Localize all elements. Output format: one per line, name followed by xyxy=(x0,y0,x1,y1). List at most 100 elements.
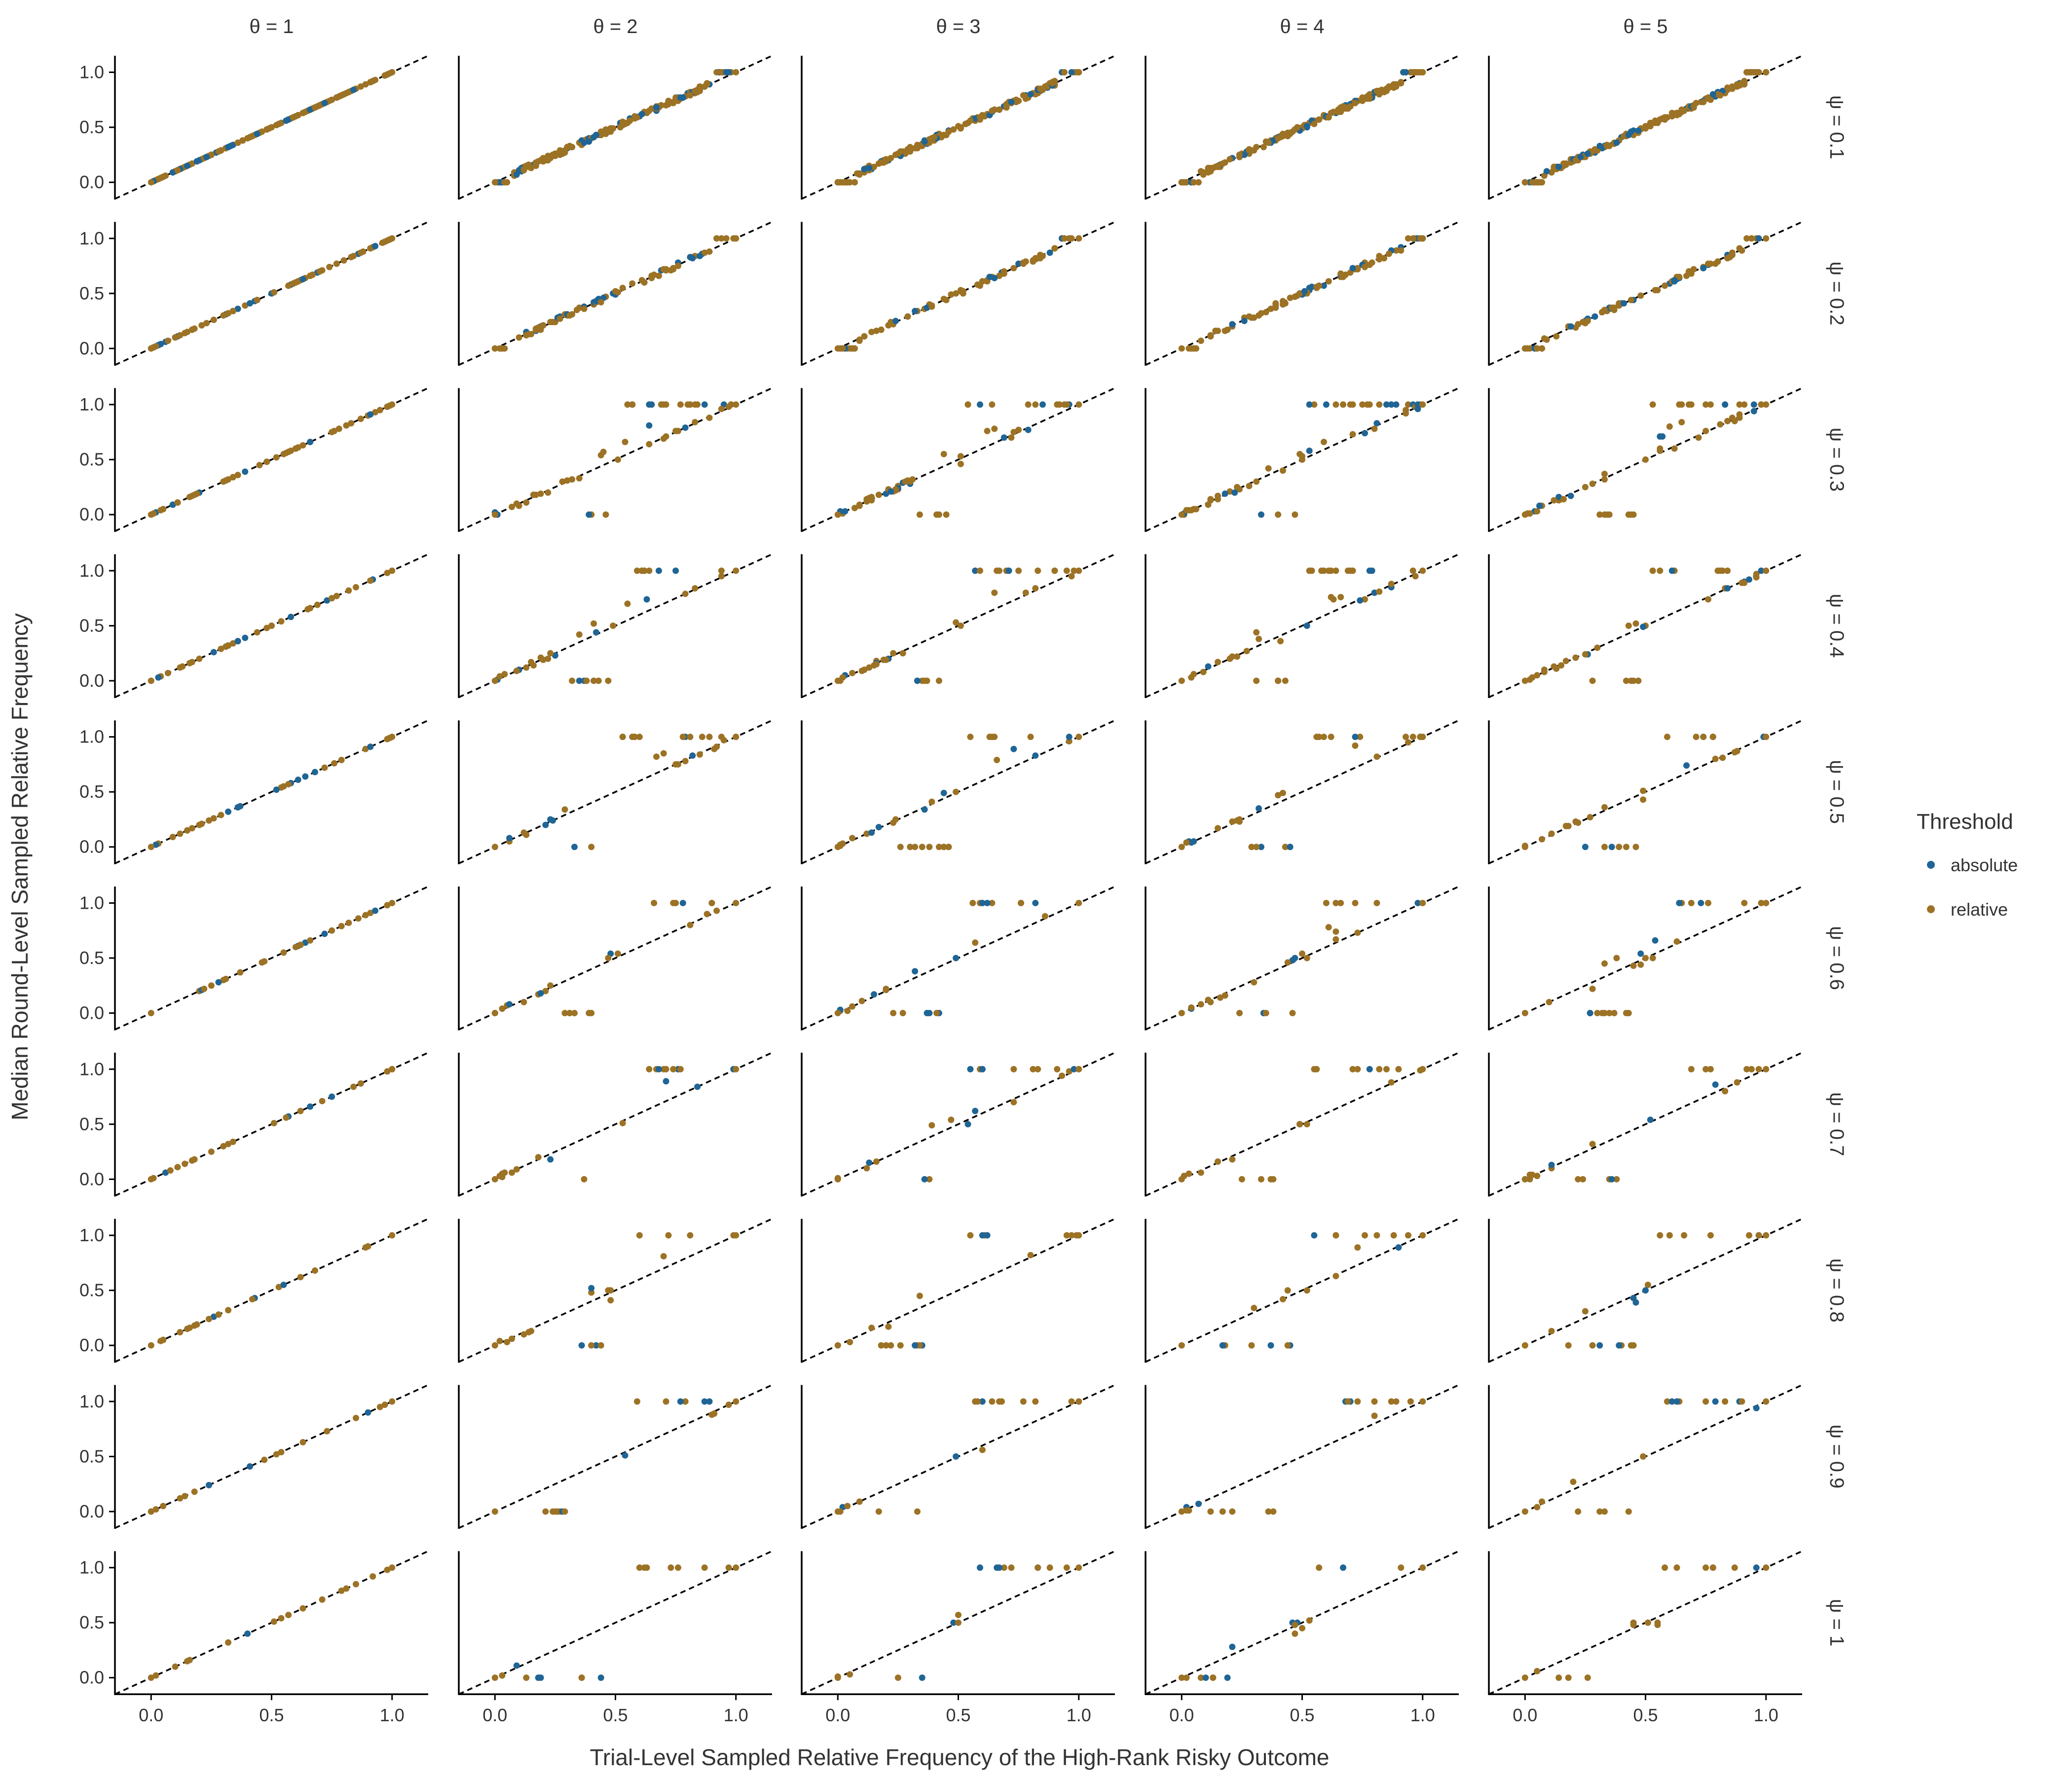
data-point-relative xyxy=(1741,579,1748,586)
data-point-relative xyxy=(508,504,515,511)
data-point-relative xyxy=(892,487,899,494)
data-point-relative xyxy=(1330,109,1337,115)
data-point-relative xyxy=(1657,445,1664,452)
data-point-relative xyxy=(1178,844,1185,851)
data-point-relative xyxy=(651,271,658,278)
data-point-relative xyxy=(331,428,337,435)
data-point-relative xyxy=(1405,235,1411,242)
data-point-absolute xyxy=(576,677,583,684)
data-point-relative xyxy=(605,1287,612,1294)
data-point-absolute xyxy=(254,130,260,137)
data-point-relative xyxy=(1178,179,1185,186)
data-point-relative xyxy=(1702,1564,1709,1571)
data-point-relative xyxy=(1521,677,1528,684)
data-point-relative xyxy=(624,401,631,408)
facet-panel-r2-c1: 0.0 0.5 1.0 xyxy=(79,221,429,366)
data-point-relative xyxy=(556,151,563,158)
data-point-absolute xyxy=(1395,1244,1402,1251)
data-point-relative xyxy=(566,1010,573,1017)
data-point-relative xyxy=(576,475,583,482)
data-point-relative xyxy=(1755,69,1762,75)
data-point-relative xyxy=(1662,282,1668,289)
data-point-relative xyxy=(1393,247,1400,254)
data-point-relative xyxy=(345,587,352,594)
data-point-relative xyxy=(148,844,154,851)
data-point-relative xyxy=(957,453,964,460)
facet-panel-r2-c4 xyxy=(1145,221,1459,366)
data-point-relative xyxy=(950,126,957,133)
data-point-relative xyxy=(636,1232,643,1239)
data-point-relative xyxy=(1551,663,1557,670)
data-point-relative xyxy=(1352,899,1359,906)
data-point-relative xyxy=(701,249,708,256)
data-point-relative xyxy=(573,306,580,313)
data-point-relative xyxy=(389,1232,396,1239)
data-point-relative xyxy=(945,128,952,135)
data-point-relative xyxy=(1589,481,1596,487)
data-point-absolute xyxy=(193,158,200,165)
data-point-absolute xyxy=(921,138,928,145)
data-point-absolute xyxy=(1647,1116,1654,1123)
data-point-absolute xyxy=(288,614,295,621)
data-point-relative xyxy=(914,143,921,149)
data-point-relative xyxy=(619,285,626,292)
data-point-relative xyxy=(177,664,184,671)
data-point-relative xyxy=(718,235,725,242)
data-point-absolute xyxy=(280,1281,287,1288)
data-point-absolute xyxy=(953,955,960,962)
data-point-absolute xyxy=(984,899,991,906)
data-point-relative xyxy=(491,844,498,851)
data-point-relative xyxy=(273,1451,280,1458)
row-strip-label: ψ = 0.6 xyxy=(1826,926,1848,990)
data-point-relative xyxy=(1575,1176,1582,1183)
data-point-relative xyxy=(1741,80,1748,87)
x-axis-title: Trial-Level Sampled Relative Frequency o… xyxy=(590,1744,1329,1770)
data-point-relative xyxy=(1332,928,1339,935)
data-point-relative xyxy=(280,783,287,790)
data-point-relative xyxy=(713,907,720,914)
data-point-absolute xyxy=(1616,1342,1623,1349)
data-point-relative xyxy=(182,1493,188,1500)
data-point-relative xyxy=(1352,742,1359,749)
data-point-relative xyxy=(696,83,703,90)
data-point-relative xyxy=(508,1335,515,1342)
data-point-relative xyxy=(940,132,947,139)
data-point-relative xyxy=(1695,434,1702,441)
data-point-relative xyxy=(1623,677,1629,684)
data-point-absolute xyxy=(372,907,379,914)
data-point-relative xyxy=(1763,899,1770,906)
y-tick-label: 0.5 xyxy=(79,1446,104,1466)
data-point-relative xyxy=(718,573,725,580)
legend: Threshold absolute relative xyxy=(1917,810,2018,920)
data-point-relative xyxy=(1332,1273,1339,1280)
data-point-relative xyxy=(629,280,636,287)
data-point-relative xyxy=(1215,496,1221,503)
data-point-relative xyxy=(1543,336,1550,343)
data-point-relative xyxy=(278,618,285,625)
data-point-relative xyxy=(1224,326,1231,333)
facet-panel-r10-c2: 0.0 0.5 1.0 xyxy=(458,1550,773,1725)
data-point-absolute xyxy=(1668,1398,1675,1405)
data-point-relative xyxy=(957,461,964,468)
data-point-relative xyxy=(1190,506,1197,513)
data-point-absolute xyxy=(1548,1161,1555,1168)
data-point-absolute xyxy=(1596,1342,1603,1349)
data-point-relative xyxy=(873,1158,880,1165)
data-point-relative xyxy=(718,69,725,75)
data-point-relative xyxy=(220,1143,227,1149)
data-point-absolute xyxy=(1613,139,1620,146)
data-point-relative xyxy=(1412,573,1419,580)
data-point-absolute xyxy=(247,300,254,307)
data-point-absolute xyxy=(1388,401,1395,408)
data-point-relative xyxy=(875,1508,882,1515)
data-point-absolute xyxy=(1340,1564,1347,1571)
data-point-absolute xyxy=(1205,663,1212,670)
data-point-relative xyxy=(1051,567,1058,574)
data-point-relative xyxy=(1313,734,1320,740)
data-point-relative xyxy=(1328,593,1334,600)
data-point-relative xyxy=(633,567,640,574)
data-point-relative xyxy=(878,1342,885,1349)
data-point-absolute xyxy=(655,567,662,574)
data-point-relative xyxy=(1178,1674,1185,1681)
data-point-absolute xyxy=(1270,137,1277,144)
